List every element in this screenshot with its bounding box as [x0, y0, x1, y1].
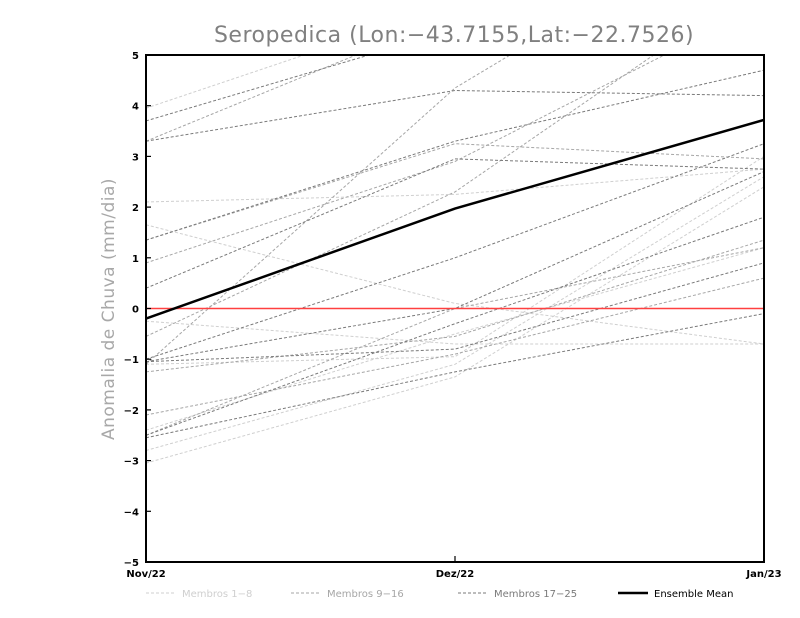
series-line-member-11 [146, 55, 655, 337]
chart-title: Seropedica (Lon:−43.7155,Lat:−22.7526) [214, 23, 694, 48]
legend-label: Membros 9−16 [327, 589, 404, 600]
legend-label: Ensemble Mean [654, 589, 733, 600]
y-tick-label: −2 [124, 406, 139, 417]
x-tick-label: Dez/22 [436, 569, 475, 580]
series-line-member-20 [146, 158, 764, 289]
series-line-member-13 [146, 247, 764, 436]
y-tick-label: −5 [124, 558, 139, 569]
series-line-member-9 [146, 277, 764, 416]
series-line-member-2 [146, 176, 764, 451]
series-line-member-23 [146, 143, 764, 360]
legend-label: Membros 1−8 [182, 589, 252, 600]
y-tick-label: 2 [132, 203, 139, 214]
series-line-member-1 [146, 186, 764, 464]
series-line-member-25 [146, 216, 764, 436]
series-line-member-24 [146, 89, 764, 142]
y-tick-label: 3 [132, 152, 139, 163]
legend-label: Membros 17−25 [494, 589, 577, 600]
series-line-member-4 [146, 320, 764, 345]
y-tick-label: −4 [124, 507, 139, 518]
series-line-member-12 [146, 55, 666, 264]
x-tick-label: Jan/23 [745, 569, 781, 580]
mean-layer [146, 118, 764, 320]
y-axis-label: Anomalia de Chuva (mm/dia) [99, 178, 119, 440]
axis-tick-marks [145, 54, 765, 563]
x-tick-labels: Nov/22 Dez/22 Jan/23 [126, 569, 781, 580]
series-line-member-8 [146, 155, 764, 365]
series-line-member-3 [146, 224, 764, 345]
series-line-member-7 [146, 247, 764, 431]
y-tick-label: 0 [132, 305, 139, 316]
y-tick-labels: −5 −4 −3 −2 −1 0 1 2 3 4 5 [124, 51, 139, 569]
y-tick-label: 4 [132, 102, 139, 113]
series-line-member-10 [146, 55, 358, 142]
series-line-member-18 [146, 313, 764, 439]
series-layer [146, 55, 764, 464]
series-line-member-21 [146, 69, 764, 241]
series-line-member-22 [146, 262, 764, 363]
series-line-member-14 [146, 239, 764, 373]
series-line-ensemble-mean [146, 118, 764, 320]
y-tick-label: 1 [132, 254, 139, 265]
x-tick-label: Nov/22 [126, 569, 165, 580]
y-tick-label: −1 [124, 355, 139, 366]
series-line-member-17 [146, 55, 371, 122]
y-tick-label: −3 [124, 457, 139, 468]
legend: Membros 1−8 Membros 9−16 Membros 17−25 Ense… [146, 589, 733, 600]
series-line-member-6 [146, 168, 764, 203]
series-line-member-15 [146, 143, 764, 241]
y-tick-label: 5 [132, 51, 139, 62]
